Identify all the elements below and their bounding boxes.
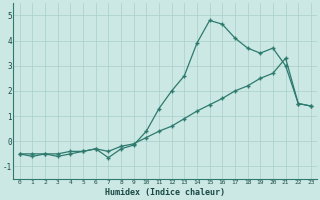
X-axis label: Humidex (Indice chaleur): Humidex (Indice chaleur) xyxy=(105,188,225,197)
